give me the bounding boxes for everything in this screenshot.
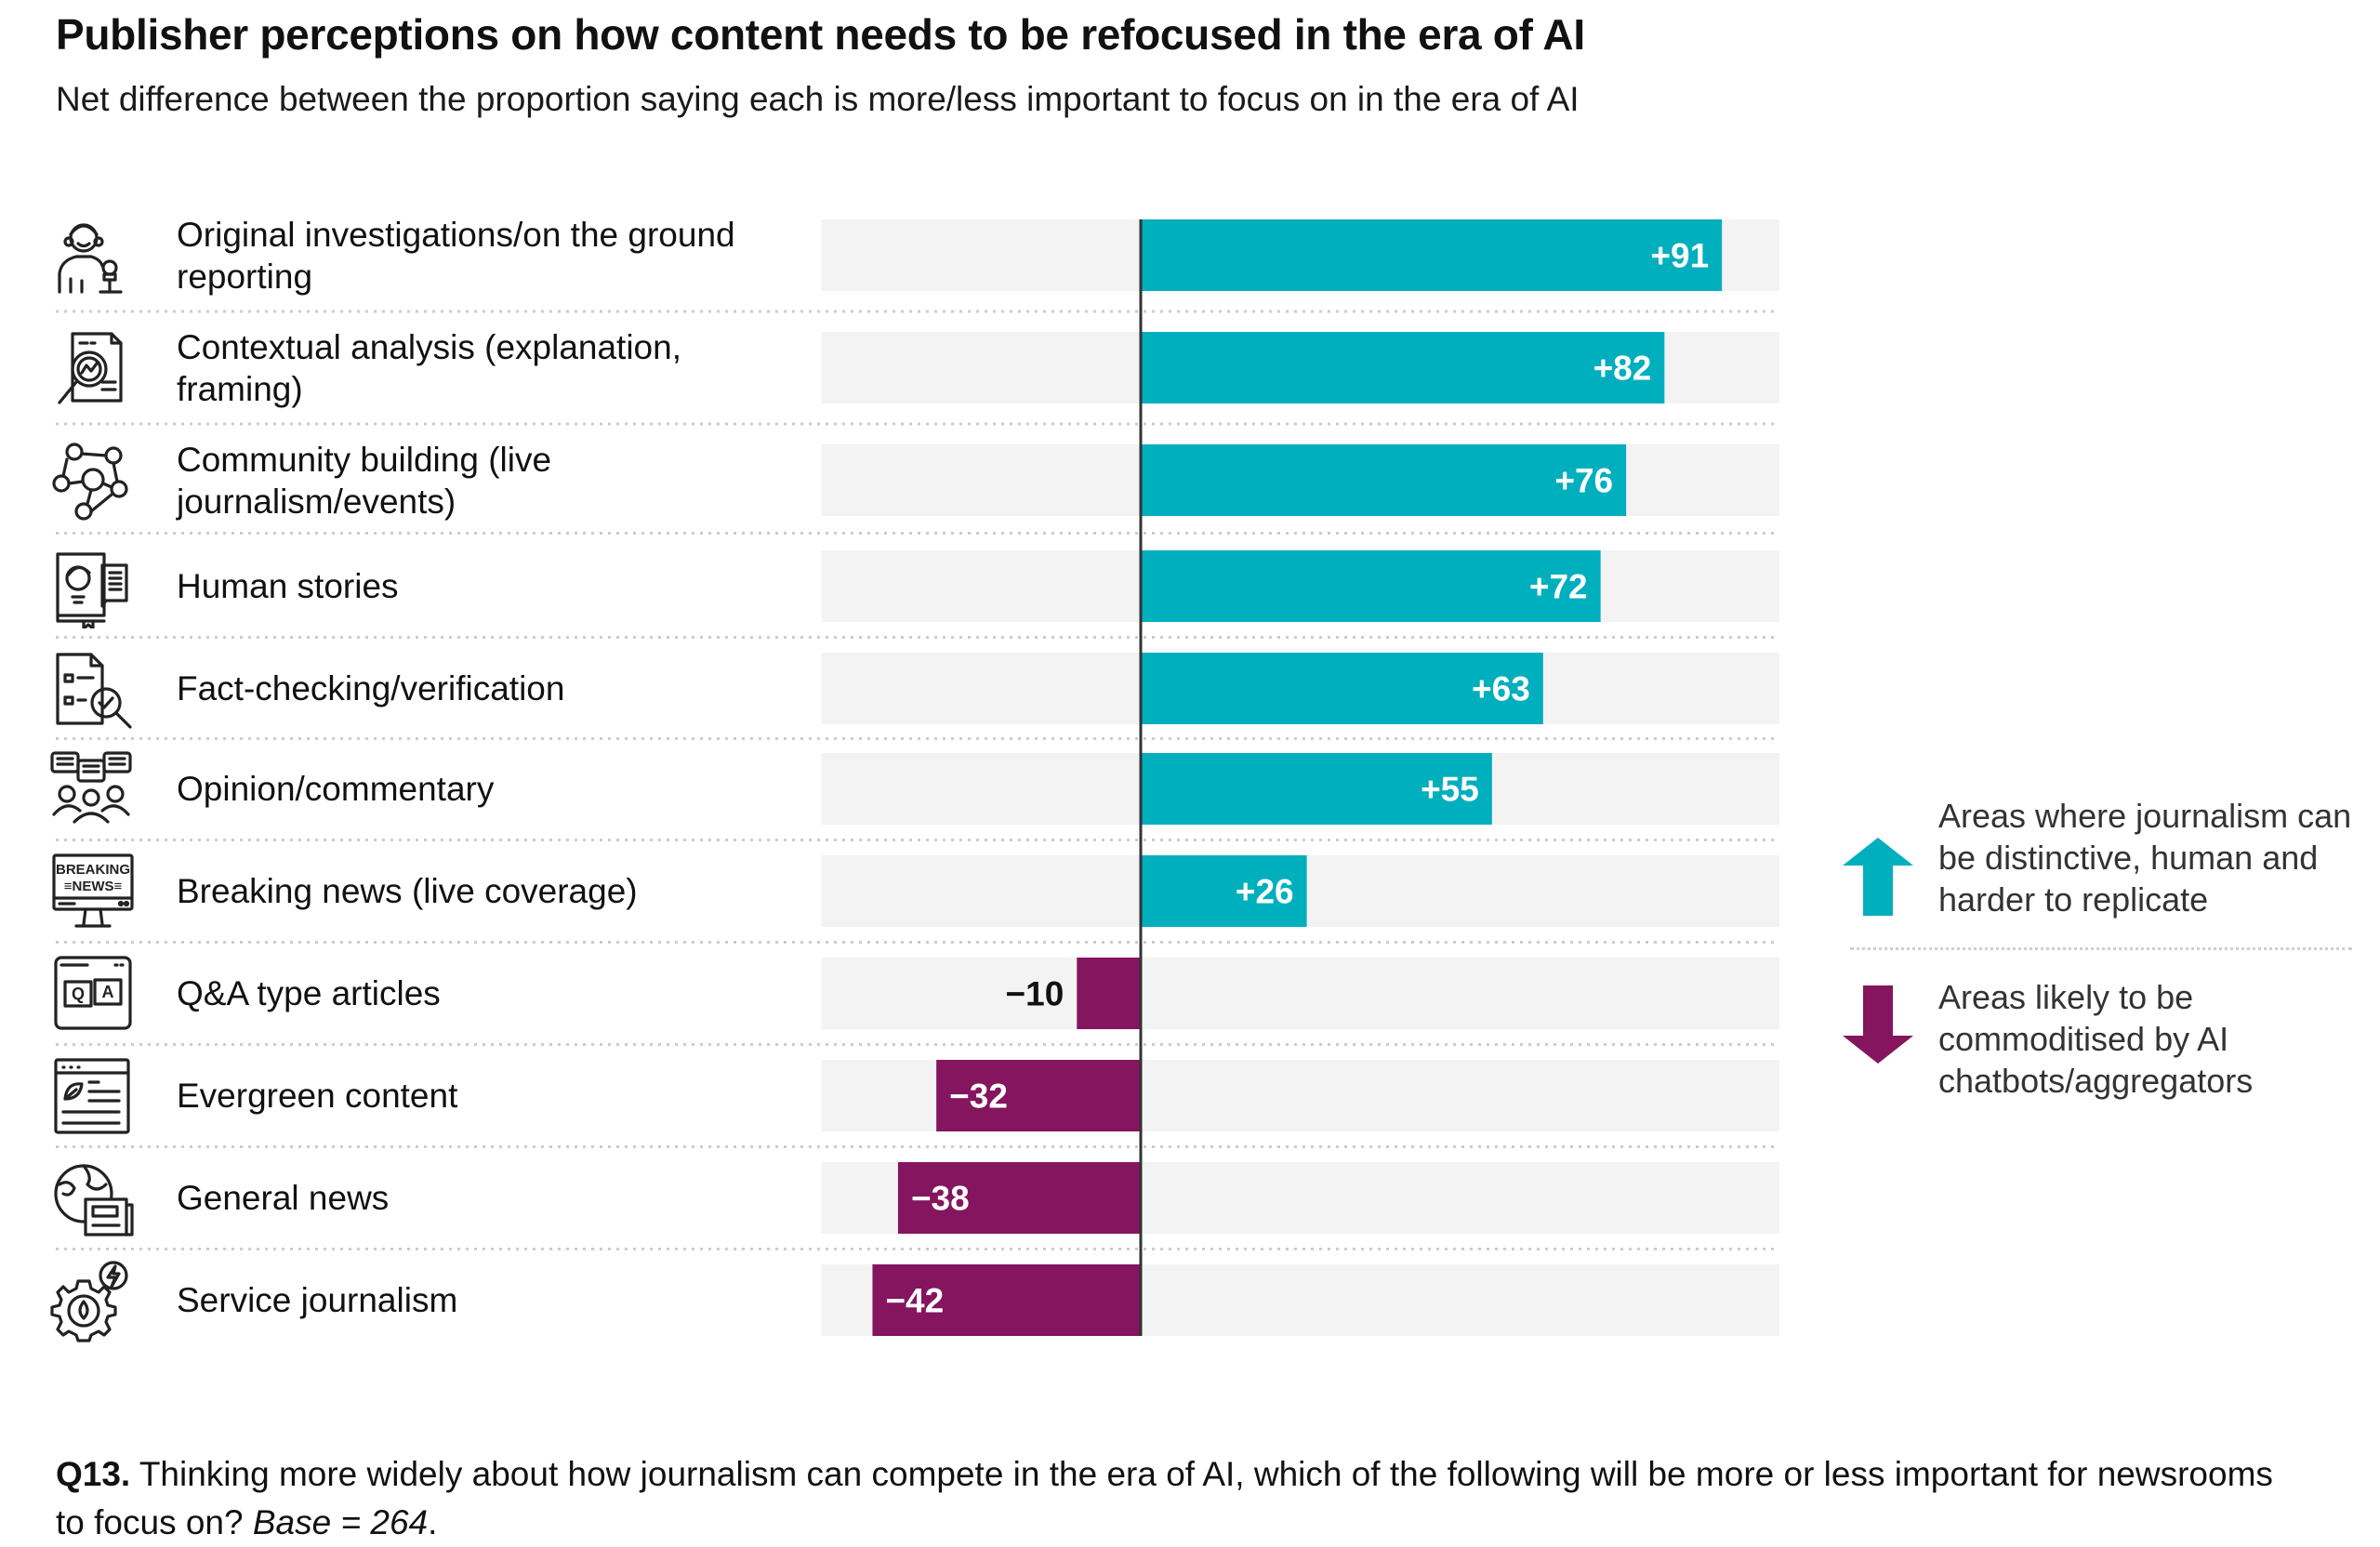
bar-track [821, 958, 1779, 1029]
bar-positive [1141, 653, 1543, 724]
category-label: Community building (live journalism/even… [177, 440, 552, 521]
category-label: Opinion/commentary [177, 770, 495, 808]
category-label: Evergreen content [177, 1077, 458, 1115]
question-text: Thinking more widely about how journalis… [56, 1455, 2273, 1541]
bar-chart: +91 +82 +76 +72 +63 +55 +26 −10 −32 −38 −42 [56, 219, 1779, 1336]
bar-positive [1141, 332, 1665, 403]
chart-subtitle: Net difference between the proportion sa… [56, 80, 1580, 118]
value-label: −42 [885, 1282, 944, 1320]
category-label: Contextual analysis (explanation, framin… [177, 327, 681, 408]
value-label: +76 [1554, 462, 1613, 500]
legend-negative-text: Areas likely to be commoditised by AI ch… [1938, 978, 2254, 1100]
category-label: Original investigations/on the ground re… [177, 215, 735, 296]
svg-text:≡NEWS≡: ≡NEWS≡ [64, 879, 123, 894]
footnote-end: . [428, 1503, 438, 1541]
reporter-microphone-icon [46, 214, 139, 298]
question-id: Q13. [56, 1455, 131, 1493]
human-story-book-icon [46, 545, 139, 630]
bar-negative [936, 1060, 1141, 1131]
svg-text:BREAKING: BREAKING [56, 862, 130, 878]
bar-positive [1141, 855, 1307, 927]
evergreen-leaf-page-icon [46, 1054, 139, 1138]
category-label: Service journalism [177, 1281, 458, 1319]
legend-separator [1850, 947, 2352, 950]
bar-negative [872, 1264, 1141, 1336]
category-label: Breaking news (live coverage) [177, 872, 638, 910]
opinion-speech-bubbles-icon [46, 747, 139, 831]
fact-check-document-icon [46, 647, 139, 731]
magnifier-document-analysis-icon [46, 326, 139, 410]
bar-positive [1141, 219, 1723, 291]
category-label: General news [177, 1179, 390, 1217]
service-gear-icon [46, 1259, 139, 1342]
community-network-icon [46, 439, 139, 522]
bar-positive [1141, 753, 1492, 825]
svg-text:Q: Q [72, 985, 85, 1003]
category-label: Q&A type articles [177, 974, 441, 1012]
bar-negative [897, 1162, 1141, 1234]
value-label: +55 [1421, 771, 1479, 809]
breaking-news-monitor-icon: BREAKING ≡NEWS≡ [46, 850, 139, 933]
value-label: −10 [1006, 975, 1064, 1013]
value-label: +82 [1593, 350, 1652, 388]
question-footnote: Q13. Thinking more widely about how jour… [56, 1450, 2287, 1547]
value-label: +63 [1472, 670, 1530, 708]
globe-newspaper-icon [46, 1157, 139, 1240]
arrow-down-icon [1843, 985, 1913, 1064]
bar-negative [1077, 958, 1141, 1029]
category-label: Fact-checking/verification [177, 669, 565, 707]
value-label: −32 [949, 1078, 1008, 1116]
base-size: Base = 264 [252, 1503, 429, 1541]
value-label: +91 [1650, 237, 1709, 275]
legend-positive-text: Areas where journalism can be distinctiv… [1938, 797, 2352, 919]
value-label: +26 [1236, 873, 1294, 911]
svg-text:A: A [102, 983, 114, 1001]
value-label: −38 [911, 1180, 970, 1218]
bar-positive [1141, 444, 1627, 516]
bar-positive [1141, 550, 1601, 622]
chart-title: Publisher perceptions on how content nee… [56, 10, 1585, 59]
category-label: Human stories [177, 567, 399, 605]
arrow-up-icon [1843, 838, 1913, 916]
value-label: +72 [1529, 568, 1588, 606]
